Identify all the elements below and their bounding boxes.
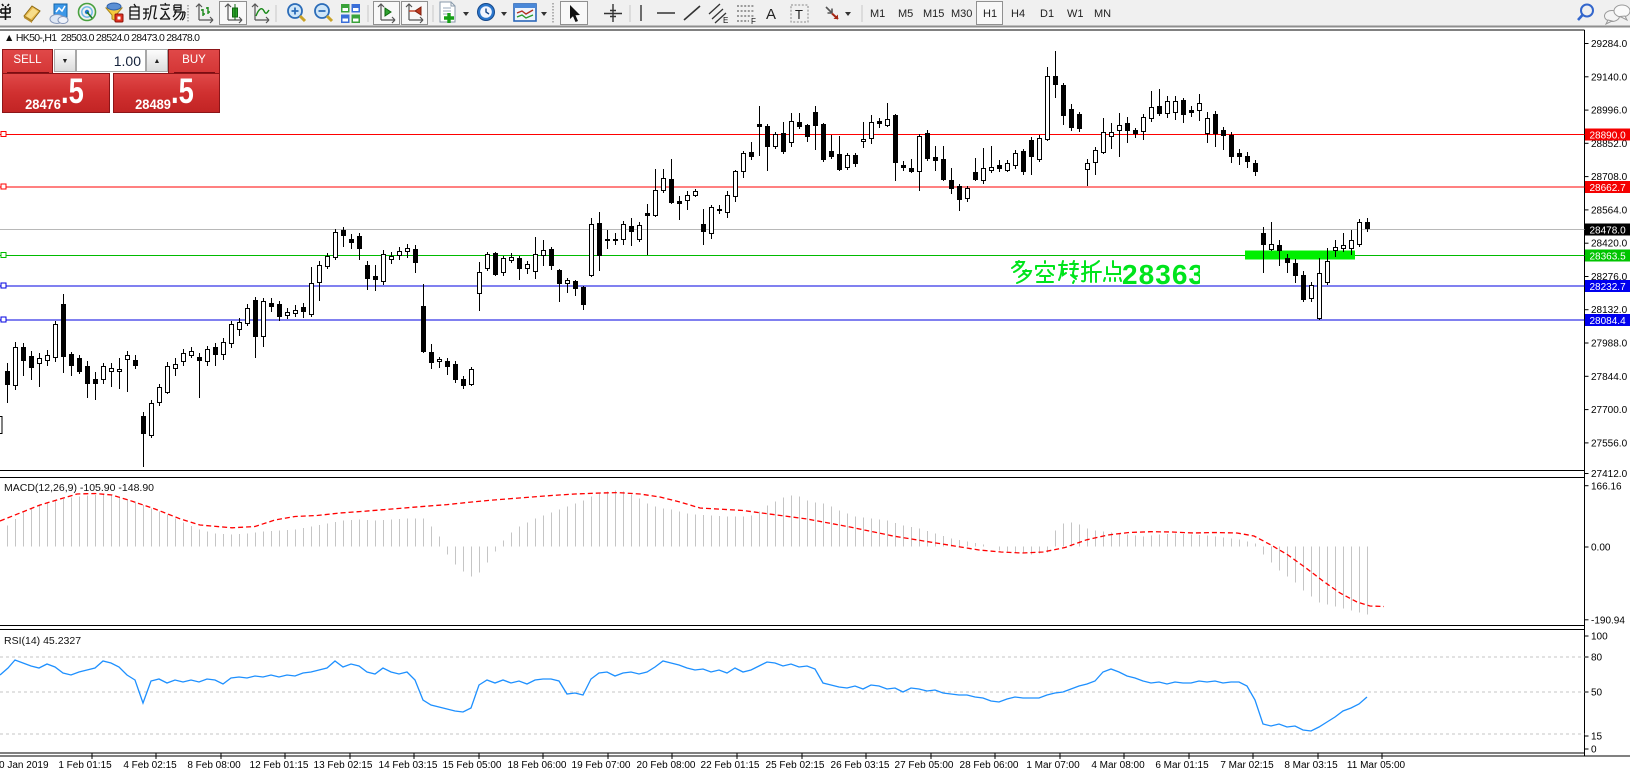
svg-text:28996.0: 28996.0 xyxy=(1591,106,1628,117)
svg-text:MACD(12,26,9) -105.90 -148.90: MACD(12,26,9) -105.90 -148.90 xyxy=(4,482,154,494)
svg-text:15 Feb 05:00: 15 Feb 05:00 xyxy=(443,760,502,771)
svg-text:28478.0: 28478.0 xyxy=(1590,226,1627,237)
svg-text:29284.0: 29284.0 xyxy=(1591,39,1628,50)
svg-text:A: A xyxy=(766,6,776,23)
svg-text:W1: W1 xyxy=(1067,8,1084,20)
svg-text:0: 0 xyxy=(1591,745,1597,756)
svg-text:H4: H4 xyxy=(1011,8,1025,20)
svg-text:28363.5: 28363.5 xyxy=(1590,252,1627,263)
svg-text:28276.0: 28276.0 xyxy=(1591,272,1628,283)
svg-text:30 Jan 2019: 30 Jan 2019 xyxy=(0,760,49,771)
svg-text:26 Feb 03:15: 26 Feb 03:15 xyxy=(831,760,890,771)
svg-text:166.16: 166.16 xyxy=(1591,482,1622,493)
svg-text:28 Feb 06:00: 28 Feb 06:00 xyxy=(960,760,1019,771)
svg-text:4 Feb 02:15: 4 Feb 02:15 xyxy=(123,760,177,771)
svg-text:15: 15 xyxy=(1591,732,1603,743)
svg-text:28564.0: 28564.0 xyxy=(1591,205,1628,216)
svg-text:28363: 28363 xyxy=(1122,259,1200,290)
svg-text:▲ HK50-,H1 28503.0 28524.0 28: ▲ HK50-,H1 28503.0 28524.0 28473.0 28478… xyxy=(4,32,200,44)
svg-text:M1: M1 xyxy=(870,8,885,20)
svg-text:28420.0: 28420.0 xyxy=(1591,239,1628,250)
svg-text:29140.0: 29140.0 xyxy=(1591,72,1628,83)
svg-text:28132.0: 28132.0 xyxy=(1591,305,1628,316)
svg-text:28852.0: 28852.0 xyxy=(1591,139,1628,150)
svg-text:27700.0: 27700.0 xyxy=(1591,405,1628,416)
svg-text:12 Feb 01:15: 12 Feb 01:15 xyxy=(250,760,309,771)
svg-text:-190.94: -190.94 xyxy=(1591,616,1625,627)
svg-text:6 Mar 01:15: 6 Mar 01:15 xyxy=(1155,760,1209,771)
svg-text:27412.0: 27412.0 xyxy=(1591,469,1628,480)
svg-text:M30: M30 xyxy=(951,8,972,20)
svg-text:0.00: 0.00 xyxy=(1591,543,1611,554)
svg-text:8 Mar 03:15: 8 Mar 03:15 xyxy=(1284,760,1338,771)
svg-text:28232.7: 28232.7 xyxy=(1590,282,1627,293)
svg-text:E: E xyxy=(723,16,728,25)
svg-text:28084.4: 28084.4 xyxy=(1590,316,1627,327)
svg-text:28890.0: 28890.0 xyxy=(1590,131,1627,142)
svg-text:20 Feb 08:00: 20 Feb 08:00 xyxy=(637,760,696,771)
svg-text:27844.0: 27844.0 xyxy=(1591,372,1628,383)
svg-text:28708.0: 28708.0 xyxy=(1591,172,1628,183)
svg-text:22 Feb 01:15: 22 Feb 01:15 xyxy=(701,760,760,771)
svg-text:50: 50 xyxy=(1591,688,1603,699)
svg-text:27988.0: 27988.0 xyxy=(1591,339,1628,350)
svg-text:80: 80 xyxy=(1591,653,1603,664)
svg-text:MN: MN xyxy=(1094,8,1111,20)
svg-text:T: T xyxy=(795,7,803,22)
svg-text:27556.0: 27556.0 xyxy=(1591,438,1628,449)
svg-text:7 Mar 02:15: 7 Mar 02:15 xyxy=(1220,760,1274,771)
svg-text:F: F xyxy=(751,17,756,26)
svg-text:13 Feb 02:15: 13 Feb 02:15 xyxy=(314,760,373,771)
svg-text:M15: M15 xyxy=(923,8,944,20)
svg-text:28662.7: 28662.7 xyxy=(1590,183,1627,194)
svg-text:1 Feb 01:15: 1 Feb 01:15 xyxy=(58,760,112,771)
svg-text:RSI(14) 45.2327: RSI(14) 45.2327 xyxy=(4,635,81,647)
svg-text:4 Mar 08:00: 4 Mar 08:00 xyxy=(1091,760,1145,771)
svg-text:8 Feb 08:00: 8 Feb 08:00 xyxy=(187,760,241,771)
svg-text:100: 100 xyxy=(1591,632,1608,643)
svg-text:19 Feb 07:00: 19 Feb 07:00 xyxy=(572,760,631,771)
svg-text:M5: M5 xyxy=(898,8,913,20)
svg-text:H1: H1 xyxy=(983,8,997,20)
svg-text:18 Feb 06:00: 18 Feb 06:00 xyxy=(508,760,567,771)
svg-text:14 Feb 03:15: 14 Feb 03:15 xyxy=(379,760,438,771)
svg-text:1 Mar 07:00: 1 Mar 07:00 xyxy=(1026,760,1080,771)
svg-text:D1: D1 xyxy=(1040,8,1054,20)
svg-text:27 Feb 05:00: 27 Feb 05:00 xyxy=(895,760,954,771)
svg-text:25 Feb 02:15: 25 Feb 02:15 xyxy=(766,760,825,771)
svg-text:11 Mar 05:00: 11 Mar 05:00 xyxy=(1347,760,1406,771)
